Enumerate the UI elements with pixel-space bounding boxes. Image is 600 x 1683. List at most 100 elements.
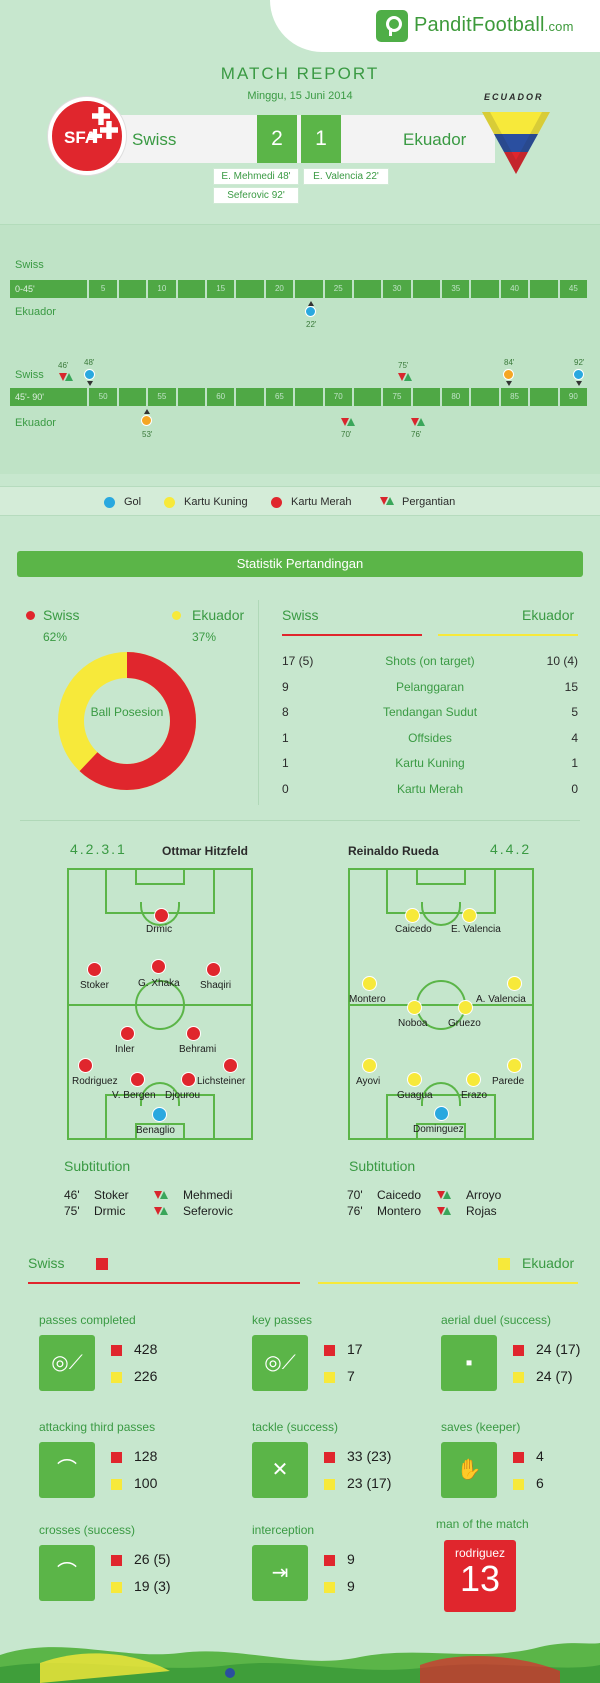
home-color-icon	[513, 1452, 524, 1463]
kpi-label: key passes	[252, 1313, 313, 1327]
away-underline	[318, 1282, 578, 1284]
away-color-icon	[498, 1258, 510, 1270]
aerial-duel-icon: ▪	[441, 1335, 497, 1391]
tick: 75	[383, 388, 411, 406]
player-marker[interactable]	[78, 1058, 93, 1073]
player-marker[interactable]	[462, 908, 477, 923]
player-marker[interactable]	[151, 959, 166, 974]
player-name: Shaqiri	[200, 980, 232, 991]
event-marker	[308, 301, 314, 306]
substitution-icon	[154, 1191, 168, 1200]
away-team-name: Ekuador	[403, 130, 467, 149]
player-marker[interactable]	[223, 1058, 238, 1073]
player-marker[interactable]	[152, 1107, 167, 1122]
away-coach: Reinaldo Rueda	[348, 844, 439, 858]
footer-decoration	[0, 1643, 600, 1683]
player-marker[interactable]	[181, 1072, 196, 1087]
brand-logo-icon	[376, 10, 408, 42]
substitution-icon	[341, 418, 355, 427]
kpi-away-value: 100	[134, 1475, 158, 1491]
tick: 40	[500, 280, 529, 298]
timeline-home-label: Swiss	[15, 369, 44, 381]
away-formation: 4.4.2	[490, 841, 532, 857]
player-marker[interactable]	[130, 1072, 145, 1087]
player-name: Stoker	[80, 980, 109, 991]
player-marker[interactable]	[407, 1000, 422, 1015]
kpi-away-value: 19 (3)	[134, 1578, 171, 1594]
yellow-card-icon	[164, 497, 175, 508]
player-marker[interactable]	[507, 976, 522, 991]
substitution-icon	[398, 373, 412, 382]
possession-center-label: Ball Posesion	[90, 705, 164, 719]
event-minute: 46'	[58, 361, 69, 370]
player-marker[interactable]	[507, 1058, 522, 1073]
player-marker[interactable]	[407, 1072, 422, 1087]
sub-minute: 76'	[347, 1204, 363, 1218]
kpi-label: tackle (success)	[252, 1420, 339, 1434]
tick: 70	[324, 388, 352, 406]
kpi-home-value: 24 (17)	[536, 1341, 581, 1357]
timeline-section	[0, 224, 600, 474]
kpi-away-value: 9	[347, 1578, 355, 1594]
stat-label: Pelanggaran	[395, 679, 465, 694]
home-scorer: E. Mehmedi 48'	[213, 168, 299, 185]
away-color-icon	[513, 1372, 524, 1383]
substitution-icon	[437, 1191, 451, 1200]
tackle-icon: ✕	[252, 1442, 308, 1498]
player-marker[interactable]	[87, 962, 102, 977]
motm-name: rodriguez	[454, 1546, 506, 1560]
motm-label: man of the match	[436, 1517, 529, 1531]
tick: 45	[559, 280, 588, 298]
legend-yellow-card: Kartu Kuning	[184, 496, 248, 508]
home-color-icon	[324, 1345, 335, 1356]
event-minute: 92'	[574, 358, 585, 367]
tick: 90	[559, 388, 588, 406]
player-marker[interactable]	[206, 962, 221, 977]
player-marker[interactable]	[120, 1026, 135, 1041]
player-marker[interactable]	[186, 1026, 201, 1041]
stats-away-header: Ekuador	[522, 607, 575, 623]
player-marker[interactable]	[362, 1058, 377, 1073]
substitution-icon	[380, 497, 394, 506]
swiss-crest-icon: SFA	[48, 97, 126, 175]
player-marker[interactable]	[405, 908, 420, 923]
home-score: 2	[257, 115, 297, 163]
tick: 25	[324, 280, 352, 298]
home-underline	[282, 634, 422, 636]
player-name: Parede	[492, 1076, 525, 1087]
timeline-away-label: Ekuador	[15, 306, 56, 318]
yellow-card-icon	[141, 415, 152, 426]
player-name: Lichsteiner	[197, 1076, 246, 1087]
ecuador-flag-label: ECUADOR	[484, 92, 544, 102]
away-pitch	[348, 868, 534, 1140]
stats-section-title: Statistik Pertandingan	[17, 551, 583, 577]
event-marker	[576, 381, 582, 386]
sub-minute: 46'	[64, 1188, 80, 1202]
player-marker[interactable]	[154, 908, 169, 923]
tick: 30	[383, 280, 411, 298]
substitution-icon	[411, 418, 425, 427]
goal-icon	[84, 369, 95, 380]
player-name: Drmic	[146, 924, 173, 935]
stat-home-value: 8	[282, 705, 289, 719]
home-color-icon	[111, 1555, 122, 1566]
away-score: 1	[301, 115, 341, 163]
player-marker[interactable]	[458, 1000, 473, 1015]
possession-away-label: Ekuador	[192, 607, 245, 623]
event-marker	[506, 381, 512, 386]
sub-player-in: Arroyo	[466, 1188, 502, 1202]
home-color-icon	[111, 1345, 122, 1356]
divider	[258, 600, 259, 805]
match-date: Minggu, 15 Juni 2014	[247, 90, 353, 102]
sub-minute: 75'	[64, 1204, 80, 1218]
player-marker[interactable]	[466, 1072, 481, 1087]
brand-name[interactable]: PanditFootball.com	[414, 14, 574, 36]
event-minute: 22'	[306, 320, 317, 329]
kpi-home-value: 428	[134, 1341, 158, 1357]
player-marker[interactable]	[434, 1106, 449, 1121]
player-marker[interactable]	[362, 976, 377, 991]
substitution-icon	[59, 373, 73, 382]
timeline-bar-first-half: 0-45' 5 10 15 20 25 30 35 40 45	[10, 280, 588, 298]
kpi-label: interception	[252, 1523, 315, 1537]
away-color-icon	[324, 1582, 335, 1593]
